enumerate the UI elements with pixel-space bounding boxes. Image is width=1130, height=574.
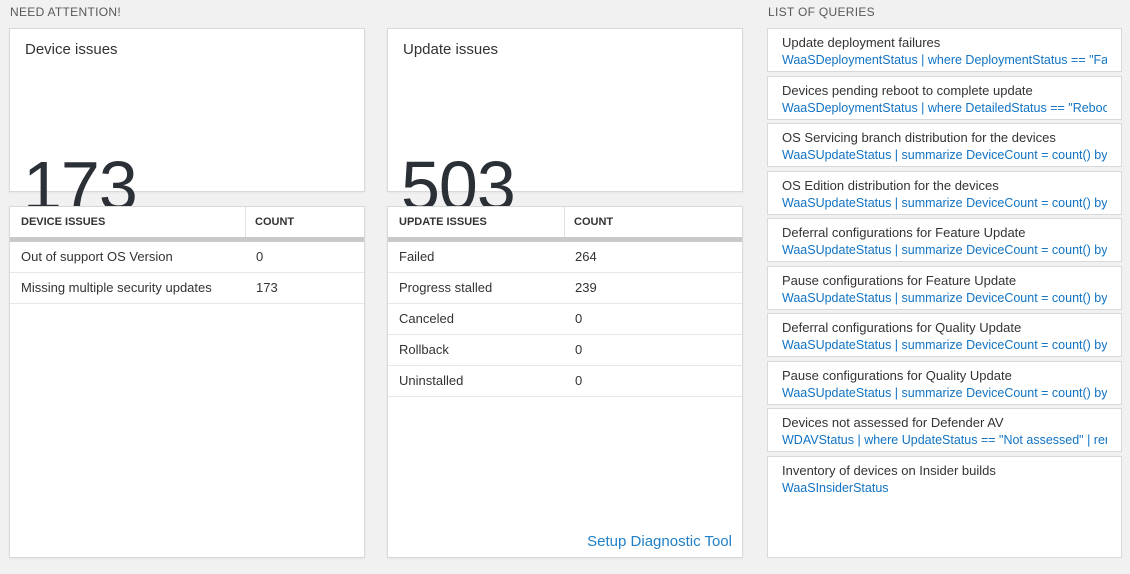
- table-row[interactable]: Uninstalled 0: [388, 366, 742, 397]
- query-code: WaaSUpdateStatus | summarize DeviceCount…: [782, 195, 1107, 210]
- query-list-item[interactable]: Pause configurations for Quality Update …: [767, 360, 1122, 405]
- query-title: Devices not assessed for Defender AV: [782, 415, 1004, 430]
- query-code: WaaSInsiderStatus: [782, 480, 889, 495]
- count-column-header: COUNT: [255, 216, 295, 228]
- update-issues-tile[interactable]: Update issues 503: [387, 28, 743, 221]
- query-code: WaaSDeploymentStatus | where DetailedSta…: [782, 100, 1107, 115]
- issue-count: 264: [575, 249, 597, 264]
- query-list-item[interactable]: Deferral configurations for Feature Upda…: [767, 218, 1122, 262]
- query-list-item[interactable]: Devices pending reboot to complete updat…: [767, 75, 1122, 120]
- query-title: Pause configurations for Feature Update: [782, 272, 1017, 288]
- query-title: OS Servicing branch distribution for the…: [782, 130, 1056, 145]
- device-issues-tile[interactable]: Device issues 173: [9, 28, 365, 221]
- list-of-queries-panel: Update deployment failures WaaSDeploymen…: [767, 28, 1122, 558]
- device-issues-table-header: DEVICE ISSUES COUNT: [10, 207, 364, 237]
- query-title: Deferral configurations for Quality Upda…: [782, 320, 1022, 335]
- device-issues-tile-title: Device issues: [25, 41, 118, 58]
- query-list-item[interactable]: Pause configurations for Feature Update …: [767, 265, 1122, 310]
- grid-header-bar: [388, 237, 742, 242]
- query-list-item[interactable]: Update deployment failures WaaSDeploymen…: [767, 28, 1122, 72]
- update-issues-table-body: Failed 264 Progress stalled 239 Canceled…: [388, 242, 742, 397]
- issue-count: 0: [575, 373, 583, 388]
- query-code: WaaSUpdateStatus | summarize DeviceCount…: [782, 290, 1107, 305]
- query-title: Pause configurations for Quality Update: [782, 367, 1012, 383]
- query-list-item[interactable]: Inventory of devices on Insider builds W…: [767, 455, 1122, 558]
- query-list-item[interactable]: OS Edition distribution for the devices …: [767, 170, 1122, 215]
- count-column-header: COUNT: [574, 216, 614, 228]
- grid-header-bar: [10, 237, 364, 242]
- issue-label: Uninstalled: [399, 373, 464, 388]
- query-title: Devices pending reboot to complete updat…: [782, 82, 1033, 98]
- issue-label: Failed: [399, 249, 435, 264]
- query-title: Inventory of devices on Insider builds: [782, 462, 996, 478]
- query-title: Deferral configurations for Feature Upda…: [782, 225, 1026, 240]
- query-code: WaaSUpdateStatus | summarize DeviceCount…: [782, 385, 1107, 400]
- query-list-item[interactable]: Deferral configurations for Quality Upda…: [767, 313, 1122, 357]
- need-attention-section-label: NEED ATTENTION!: [10, 5, 121, 19]
- update-issues-column-header: UPDATE ISSUES: [388, 207, 565, 237]
- issue-count: 239: [575, 280, 597, 295]
- issue-label: Canceled: [399, 311, 454, 326]
- device-issues-column-header: DEVICE ISSUES: [10, 207, 246, 237]
- list-of-queries-section-label: LIST OF QUERIES: [768, 5, 875, 19]
- issue-label: Out of support OS Version: [21, 249, 173, 264]
- query-title: OS Edition distribution for the devices: [782, 177, 999, 193]
- query-code: WaaSUpdateStatus | summarize DeviceCount…: [782, 148, 1107, 162]
- issue-label: Missing multiple security updates: [21, 280, 212, 295]
- table-row[interactable]: Missing multiple security updates 173: [10, 273, 364, 304]
- query-code: WaaSDeploymentStatus | where DeploymentS…: [782, 53, 1107, 67]
- device-issues-table-body: Out of support OS Version 0 Missing mult…: [10, 242, 364, 304]
- issue-count: 0: [575, 342, 583, 357]
- table-row[interactable]: Rollback 0: [388, 335, 742, 366]
- issue-count: 173: [256, 280, 278, 295]
- query-code: WaaSUpdateStatus | summarize DeviceCount…: [782, 338, 1107, 352]
- query-list-item[interactable]: Devices not assessed for Defender AV WDA…: [767, 408, 1122, 452]
- update-issues-table: UPDATE ISSUES COUNT Failed 264 Progress …: [387, 206, 743, 558]
- issue-label: Progress stalled: [399, 280, 493, 295]
- query-code: WDAVStatus | where UpdateStatus == "Not …: [782, 433, 1107, 447]
- query-list-item[interactable]: OS Servicing branch distribution for the…: [767, 123, 1122, 167]
- table-row[interactable]: Failed 264: [388, 242, 742, 273]
- query-code: WaaSUpdateStatus | summarize DeviceCount…: [782, 243, 1107, 257]
- update-issues-tile-title: Update issues: [403, 41, 499, 58]
- issue-count: 0: [256, 249, 264, 264]
- issue-label: Rollback: [399, 342, 449, 357]
- setup-diagnostic-tool-link[interactable]: Setup Diagnostic Tool: [587, 533, 732, 550]
- query-title: Update deployment failures: [782, 35, 941, 50]
- device-issues-table: DEVICE ISSUES COUNT Out of support OS Ve…: [9, 206, 365, 558]
- table-row[interactable]: Progress stalled 239: [388, 273, 742, 304]
- table-row[interactable]: Canceled 0: [388, 304, 742, 335]
- update-issues-table-header: UPDATE ISSUES COUNT: [388, 207, 742, 237]
- issue-count: 0: [575, 311, 583, 326]
- table-row[interactable]: Out of support OS Version 0: [10, 242, 364, 273]
